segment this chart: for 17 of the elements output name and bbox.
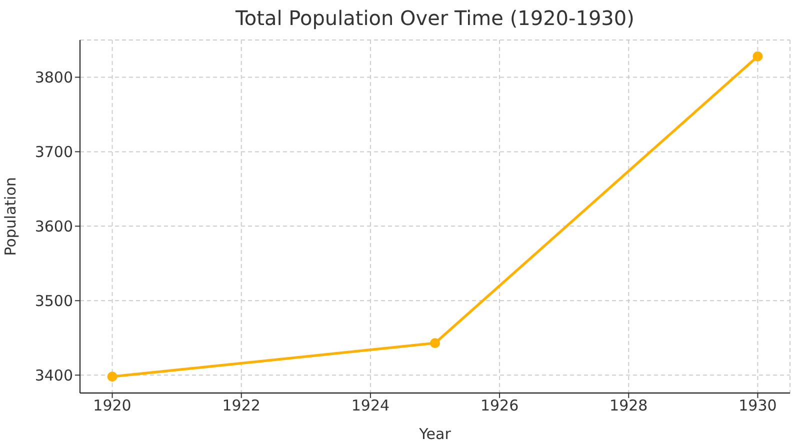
y-axis-title: Population <box>1 177 20 256</box>
point <box>430 338 440 348</box>
point <box>752 51 763 62</box>
x-tick-label: 1922 <box>222 396 260 415</box>
y-tick-label: 3600 <box>34 218 73 236</box>
x-axis-title: Year <box>418 425 452 443</box>
y-tick-label: 3400 <box>34 366 73 384</box>
y-tick-label: 3500 <box>34 292 73 310</box>
x-tick-label: 1930 <box>738 396 777 415</box>
x-tick-label: 1926 <box>480 396 519 415</box>
y-tick-label: 3800 <box>34 68 73 87</box>
x-tick-label: 1924 <box>351 396 390 415</box>
y-tick-label: 3700 <box>34 143 73 162</box>
chart-title: Total Population Over Time (1920-1930) <box>234 6 636 30</box>
x-tick-label: 1920 <box>93 396 132 415</box>
point <box>107 372 118 382</box>
x-tick-label: 1928 <box>610 396 648 415</box>
